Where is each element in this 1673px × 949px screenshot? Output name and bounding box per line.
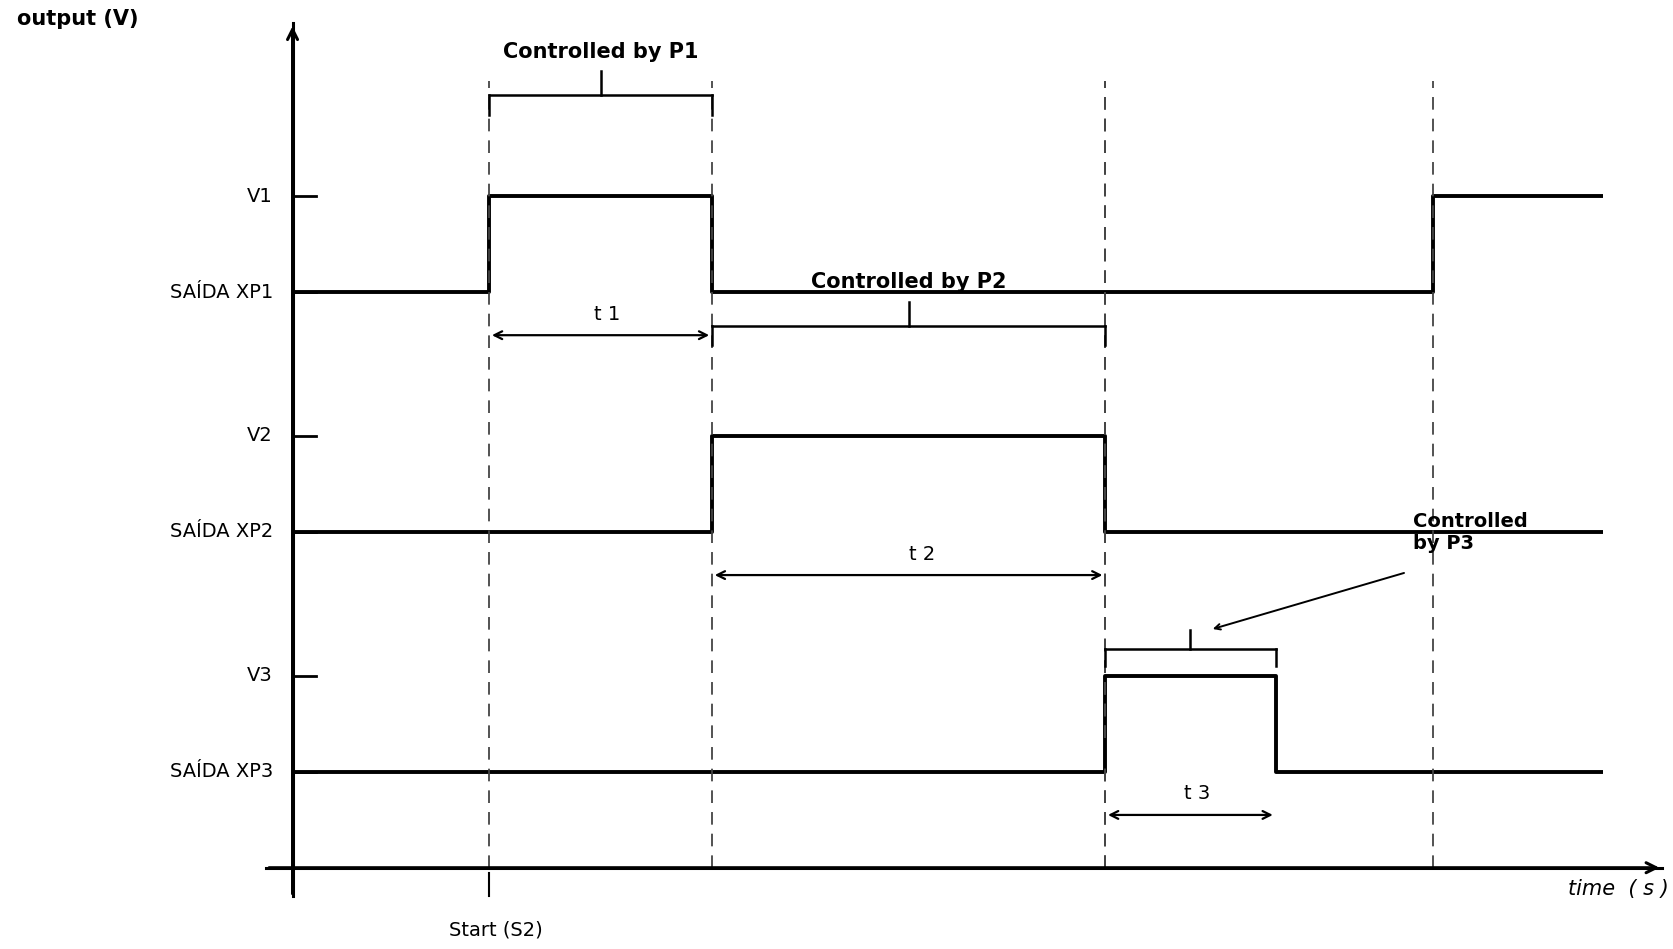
Text: output (V): output (V) (17, 9, 139, 28)
Text: SAÍDA XP1: SAÍDA XP1 (169, 283, 273, 302)
Text: SAÍDA XP2: SAÍDA XP2 (169, 522, 273, 541)
Text: t 3: t 3 (1184, 785, 1210, 804)
Text: V1: V1 (248, 187, 273, 206)
Text: t 1: t 1 (594, 305, 621, 324)
Text: time  ( s ): time ( s ) (1568, 879, 1670, 900)
Text: SAÍDA XP3: SAÍDA XP3 (169, 762, 273, 781)
Text: Controlled by P2: Controlled by P2 (811, 272, 1007, 292)
Text: Start (S2): Start (S2) (448, 921, 542, 940)
Text: V3: V3 (248, 666, 273, 685)
Text: Controlled by P1: Controlled by P1 (504, 42, 698, 62)
Text: V2: V2 (248, 426, 273, 445)
Text: t 2: t 2 (908, 545, 935, 564)
Text: Controlled
by P3: Controlled by P3 (1414, 512, 1527, 553)
